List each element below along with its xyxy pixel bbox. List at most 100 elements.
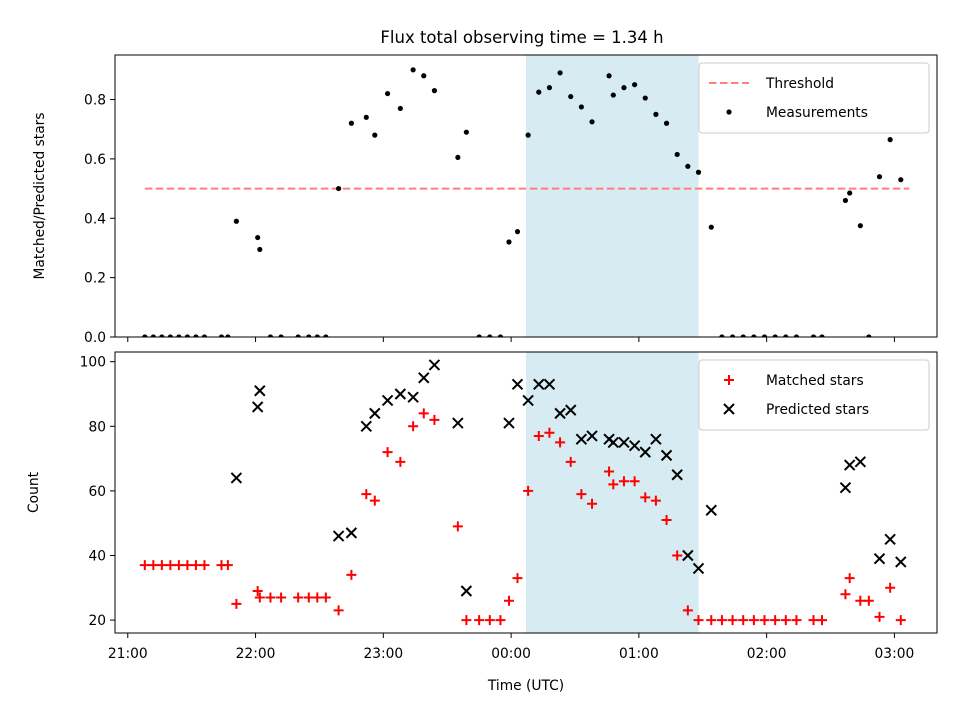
highlight-span	[526, 352, 699, 633]
matched-stars-point	[672, 550, 683, 561]
x-tick-label: 23:00	[363, 646, 403, 662]
matched-stars-point	[738, 615, 749, 626]
measurements-point	[819, 334, 825, 337]
predicted-stars-point	[230, 472, 243, 484]
measurements-point	[150, 334, 156, 337]
matched-stars-point	[418, 408, 429, 419]
matched-stars-point	[587, 498, 598, 509]
predicted-stars-point	[575, 433, 588, 445]
matched-stars-point	[252, 586, 263, 597]
measurements-point	[783, 334, 789, 337]
measurements-point	[729, 334, 736, 337]
y-tick-label: 40	[88, 548, 106, 564]
measurements-point	[225, 334, 231, 337]
predicted-stars-point	[705, 504, 717, 516]
measurements-point	[159, 334, 165, 337]
matched-stars-point	[716, 615, 727, 626]
matched-stars-point	[395, 456, 406, 467]
predicted-stars-point	[522, 394, 534, 407]
predicted-stars-point	[360, 420, 372, 432]
predicted-stars-point	[650, 433, 662, 445]
matched-stars-point	[855, 595, 866, 606]
matched-stars-point	[533, 430, 544, 441]
legend-label: Predicted stars	[766, 402, 869, 418]
matched-stars-point	[293, 592, 304, 603]
x-tick-label: 01:00	[619, 646, 659, 662]
measurements-point	[476, 334, 482, 337]
matched-stars-point	[199, 560, 210, 571]
measurements-point	[463, 129, 469, 135]
predicted-stars-point	[682, 549, 694, 562]
measurements-point	[663, 120, 670, 126]
legend: Matched stars Predicted stars	[698, 359, 930, 431]
matched-stars-point	[844, 573, 855, 584]
measurements-point	[719, 334, 725, 337]
predicted-stars-point	[607, 436, 620, 449]
predicted-stars-point	[671, 469, 683, 481]
measurements-point	[589, 119, 595, 125]
measurements-point	[674, 151, 680, 158]
measurements-point	[887, 137, 893, 143]
measurements-point	[497, 334, 504, 337]
measurements-point	[201, 334, 208, 337]
measurements-point	[761, 334, 768, 337]
matched-stars-point	[303, 592, 314, 603]
measurements-point	[142, 334, 148, 337]
measurements-point	[306, 334, 312, 337]
data-points	[139, 359, 907, 626]
matched-stars-point	[312, 592, 323, 603]
highlight-span	[526, 55, 699, 337]
measurements-point	[610, 92, 616, 98]
matched-stars-point	[254, 592, 265, 603]
measurements-point	[866, 334, 872, 337]
matched-stars-point	[222, 560, 233, 571]
measurements-point	[606, 73, 612, 79]
matched-stars-point	[523, 485, 534, 496]
matched-stars-point	[173, 560, 184, 571]
y-tick-label: 0.2	[84, 271, 106, 287]
matched-stars-point	[156, 560, 167, 571]
matched-stars-point	[650, 495, 661, 506]
measurements-point	[793, 334, 800, 337]
predicted-stars-point	[843, 459, 856, 471]
matched-stars-point	[640, 492, 651, 503]
measurements-point	[772, 334, 778, 337]
y-tick-label: 60	[88, 484, 106, 500]
measurements-point	[314, 334, 320, 337]
measurements-point	[267, 334, 274, 337]
matched-stars-point	[791, 615, 802, 626]
matched-stars-point	[874, 611, 885, 622]
matched-stars-point	[452, 521, 463, 532]
matched-stars-point	[503, 595, 514, 606]
measurements-point	[751, 334, 757, 337]
matched-stars-point	[863, 595, 874, 606]
matched-stars-point	[408, 421, 419, 432]
measurements-point	[193, 334, 199, 337]
measurements-point	[295, 334, 301, 337]
legend-x-swatch	[723, 403, 735, 415]
axes-frame	[114, 54, 938, 338]
y-tick-label: 100	[80, 355, 106, 371]
y-tick-label: 0.4	[84, 211, 106, 227]
matched-stars-point	[190, 560, 201, 571]
x-tick-label: 03:00	[875, 646, 915, 662]
predicted-stars-point	[543, 378, 556, 391]
matched-stars-point	[346, 569, 357, 580]
measurements-point	[695, 169, 702, 175]
predicted-stars-point	[381, 394, 394, 407]
predicted-stars-point	[428, 359, 441, 371]
measurements-point	[348, 120, 354, 126]
matched-stars-point	[693, 615, 704, 626]
matched-stars-point	[429, 414, 440, 425]
measurements-point	[184, 334, 191, 337]
predicted-stars-point	[460, 585, 473, 597]
predicted-stars-point	[251, 401, 264, 413]
predicted-stars-point	[533, 378, 545, 391]
legend-label: Measurements	[766, 105, 868, 121]
x-tick-label: 02:00	[747, 646, 787, 662]
predicted-stars-point	[554, 407, 566, 420]
predicted-stars-point	[839, 481, 852, 494]
x-tick-label: 22:00	[236, 646, 276, 662]
measurements-point	[557, 70, 563, 76]
